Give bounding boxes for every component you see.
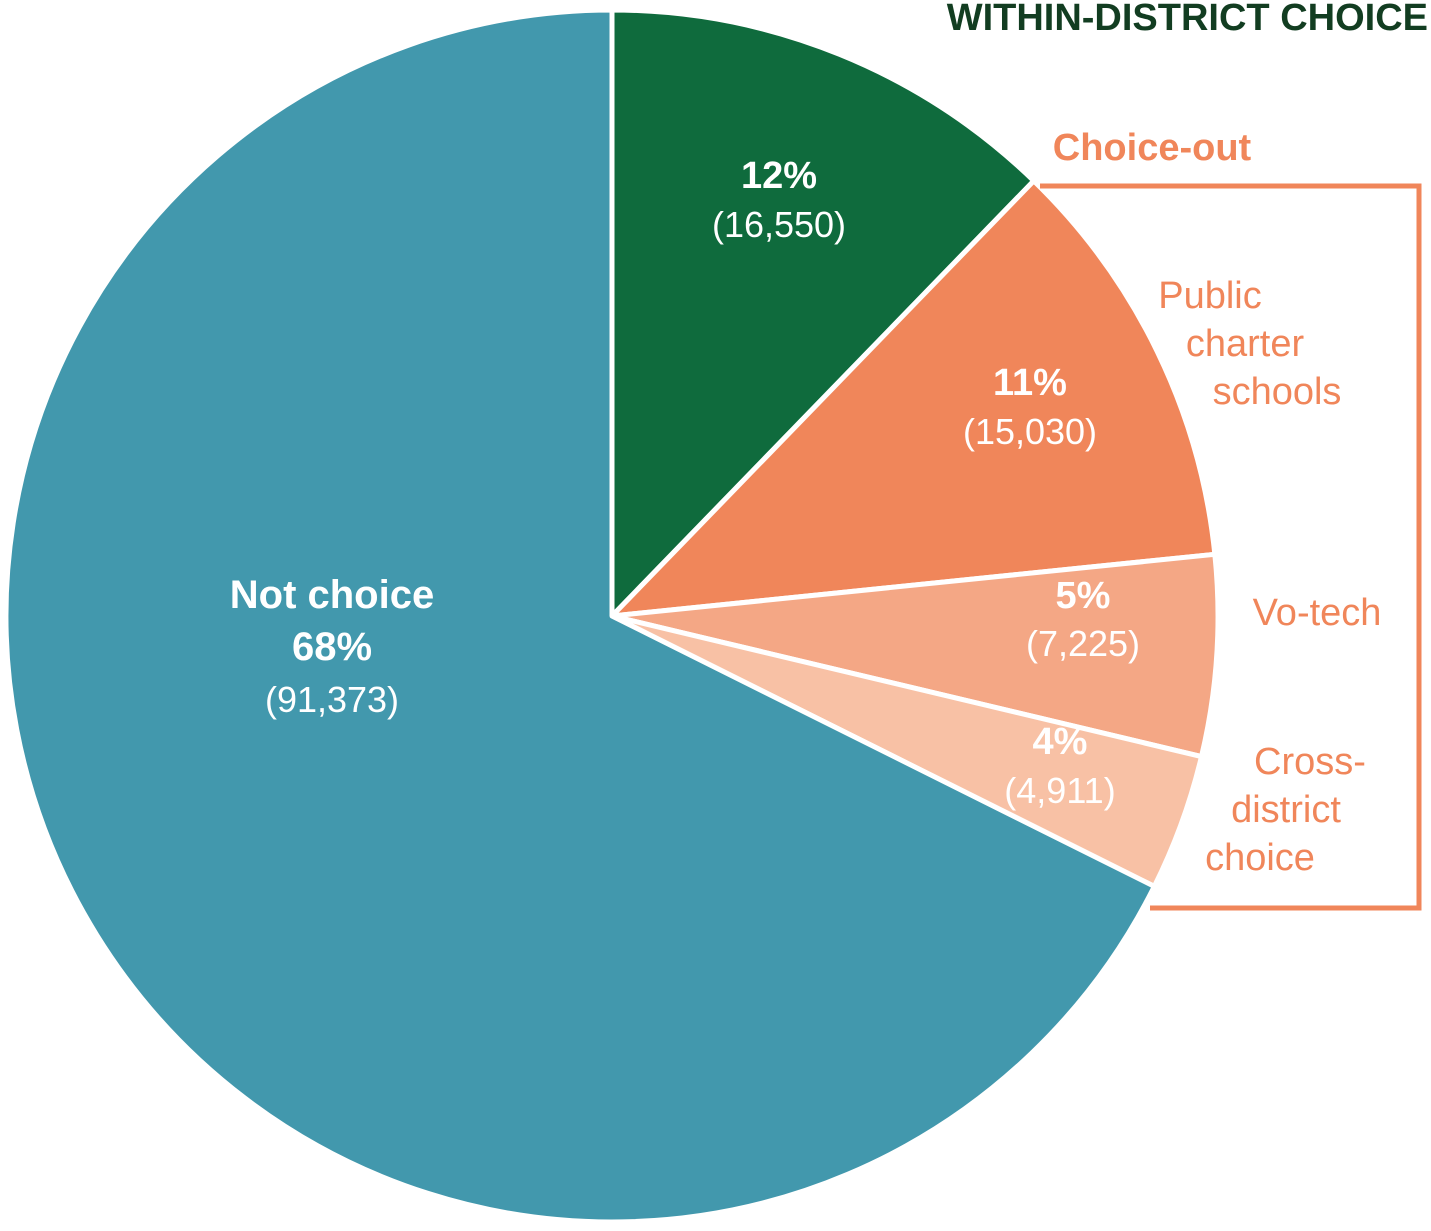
slice-label-charter-value: (15,030) [963,411,1097,452]
charter-label-line-3: schools [1213,371,1342,413]
slice-label-charter-percent: 11% [993,362,1067,404]
charter-label-line-2: charter [1186,323,1305,365]
slice-label-within-percent: 12% [741,155,817,197]
slice-within-district [609,7,1037,619]
votech-label: Vo-tech [1253,592,1382,634]
slice-label-notchoice-percent: 68% [292,625,372,669]
slice-label-cross-value: (4,911) [1004,770,1115,811]
cross-label-line-2: district [1231,789,1341,831]
slice-votech [609,551,1221,760]
slice-not-choice [3,7,1157,1225]
slice-label-votech-value: (7,225) [1026,623,1140,664]
slice-label-cross-percent: 4% [1033,721,1088,763]
cross-label-line-1: Cross- [1254,741,1366,783]
charter-label-line-1: Public [1158,275,1262,317]
choice-out-bracket [1040,183,1422,911]
within-district-choice-title: WITHIN-DISTRICT CHOICE [947,0,1428,39]
choice-out-label: Choice-out [1053,127,1252,169]
slice-label-notchoice-value: (91,373) [265,679,399,720]
slice-label-votech-percent: 5% [1056,575,1111,617]
slice-label-notchoice-name: Not choice [230,573,434,617]
slice-label-within-value: (16,550) [712,204,846,245]
pie-slices [3,7,1221,1225]
cross-label-line-3: choice [1205,837,1315,879]
slice-charter [609,178,1218,619]
